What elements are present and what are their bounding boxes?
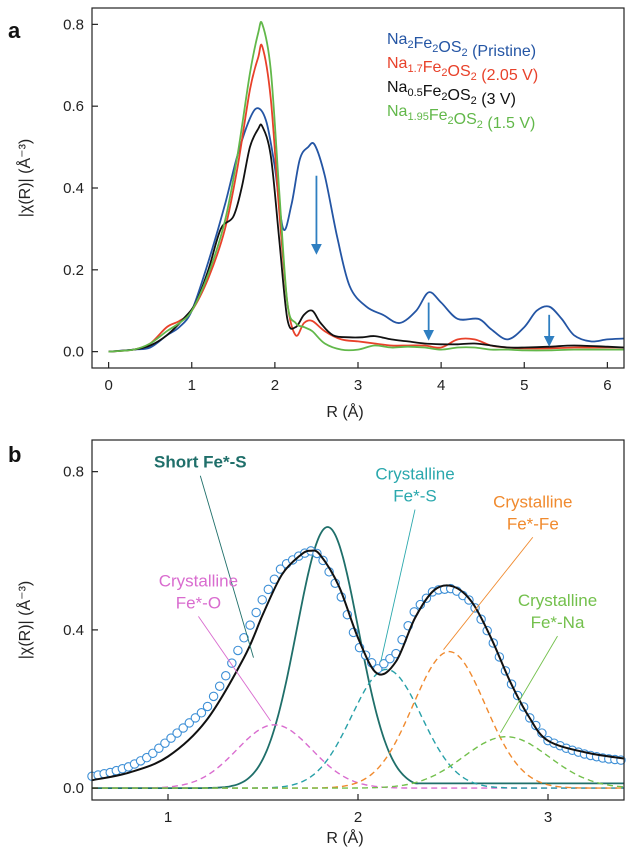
panel-b-data-point (263, 584, 274, 595)
panel-a-legend-entry-0: Na2Fe2OS2 (Pristine) (387, 31, 536, 60)
panel-b-label-0: Short Fe*-S (154, 453, 247, 472)
panel-b-data-point (172, 728, 182, 738)
panel-a-ylabel: |χ(R)| (Å⁻³) (15, 139, 34, 217)
panel-a-arrows (311, 175, 555, 347)
panel-a-xtick-label: 0 (104, 377, 112, 394)
panel-b-component-0 (92, 526, 624, 790)
panel-b-letter: b (8, 442, 21, 467)
panel-a-legend-entry-2: Na0.5Fe2OS2 (3 V) (387, 79, 516, 108)
panel-b-axes: 1 2 3 0.0 0.4 0.8 (63, 439, 625, 826)
panel-b-data-point (154, 743, 164, 754)
panel-b-data-point (221, 671, 231, 681)
panel-a-xtick-label: 1 (188, 377, 196, 394)
panel-b-data-point (166, 733, 176, 743)
panel-b-leader-4 (500, 635, 558, 733)
panel-a-xtick-label: 4 (437, 377, 445, 394)
panel-b-xlabel: R (Å) (326, 828, 363, 847)
panel-b-data-point (385, 653, 395, 664)
panel-b-label-4: Crystalline Fe*-Na (518, 591, 597, 632)
panel-b-fit-line (91, 549, 625, 782)
panel-b-data-point (196, 708, 207, 718)
panel-a-xtick-label: 6 (603, 377, 611, 394)
panel-b-data-point (239, 633, 249, 643)
panel-a-ytick-label: 0.2 (63, 262, 84, 279)
panel-b-xtick-label: 2 (354, 809, 362, 826)
panel-b-data-point (160, 738, 170, 748)
panel-a-xtick-label: 5 (520, 377, 528, 394)
panel-b-data-point (190, 713, 201, 723)
panel-b-ytick-label: 0.4 (63, 622, 84, 639)
panel-b-xtick-label: 1 (164, 809, 172, 826)
panel-b-component-3 (92, 650, 624, 789)
panel-b-data-point (208, 691, 219, 702)
panel-a-xlabel: R (Å) (326, 402, 363, 421)
panel-b-ytick-label: 0.0 (63, 780, 84, 797)
panel-b-ylabel: |χ(R)| (Å⁻³) (15, 581, 34, 659)
panel-b-label-3: Crystalline Fe*-O (159, 571, 238, 612)
panel-a-xtick-label: 3 (354, 377, 362, 394)
panel-a-series-line-2 (108, 123, 625, 353)
panel-b-xtick-label: 3 (544, 809, 552, 826)
panel-a-series-line-3 (108, 21, 624, 353)
panel-a-letter: a (8, 18, 21, 43)
panel-a-ytick-label: 0.0 (63, 344, 84, 361)
panel-b-data-point (233, 645, 243, 656)
panel-b-label-1: Crystalline Fe*-S (375, 465, 454, 506)
panel-a-series-line-0 (108, 107, 625, 353)
panel-b-leader-2 (443, 536, 534, 650)
panel-a-chart: a 0 1 2 3 4 5 6 0.0 0.2 0.4 0.6 0.8 Na2Fe2OS2 (Pris… (8, 7, 625, 421)
panel-b-label-2: Crystalline Fe*-Fe (493, 492, 572, 533)
panel-a-legend-entry-1: Na1.7Fe2OS2 (2.05 V) (387, 55, 538, 84)
panel-b-data-point (245, 620, 255, 630)
panel-b-fit-curve (91, 549, 625, 782)
panel-b-data-point (178, 723, 188, 733)
panel-a-ytick-label: 0.4 (63, 180, 84, 197)
panel-a-legend: Na2Fe2OS2 (Pristine)Na1.7Fe2OS2 (2.05 V)… (387, 31, 538, 132)
panel-b-components (92, 526, 625, 790)
panel-a-legend-entry-3: Na1.95Fe2OS2 (1.5 V) (387, 103, 535, 132)
panel-b-data-point (537, 728, 547, 738)
panel-b-data-point (251, 607, 261, 618)
panel-b-data-point (257, 595, 267, 605)
panel-a-frame (91, 7, 625, 369)
panel-b-leader-3 (198, 616, 271, 722)
panel-b-component-4 (92, 735, 625, 789)
panel-b-leader-1 (380, 509, 416, 662)
panel-b-data-point (214, 681, 225, 691)
panel-a-series (108, 21, 625, 353)
panel-b-data-point (184, 718, 195, 728)
panel-a-ytick-label: 0.6 (63, 98, 84, 115)
panel-b-data-point (148, 748, 158, 759)
panel-b-component-2 (92, 668, 624, 789)
panel-b-data-point (202, 701, 213, 712)
panel-b-data-point (379, 659, 389, 669)
panel-b-chart: b Short Fe*-S Crystalline Fe*-S Crystalline… (8, 439, 626, 847)
panel-a-ytick-label: 0.8 (63, 16, 84, 33)
panel-b-leader-0 (199, 475, 254, 658)
panel-b-ytick-label: 0.8 (63, 464, 84, 481)
panel-a-xtick-label: 2 (271, 377, 279, 394)
panel-a-axes: 0 1 2 3 4 5 6 0.0 0.2 0.4 0.6 0.8 (63, 7, 625, 394)
panel-b-labels: Short Fe*-S Crystalline Fe*-S Crystalline Fe… (154, 453, 597, 733)
